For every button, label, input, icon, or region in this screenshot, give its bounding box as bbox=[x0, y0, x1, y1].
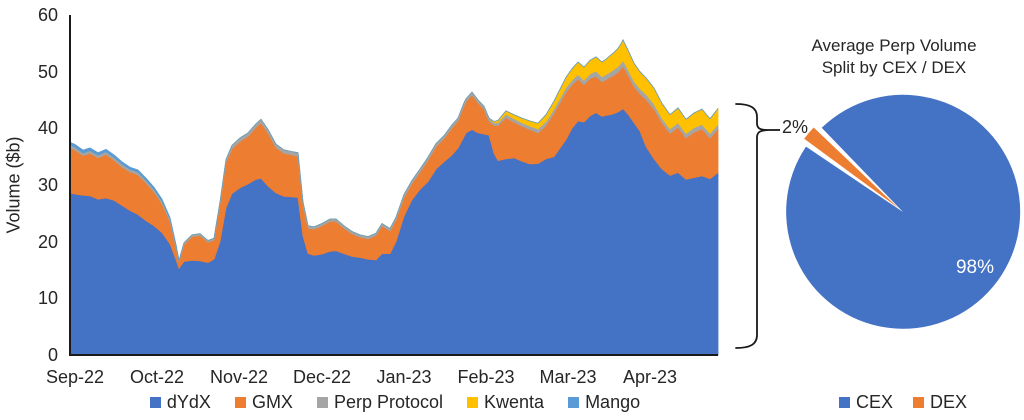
y-tick-0: 0 bbox=[47, 345, 58, 365]
pie-chart-legend: CEX DEX bbox=[800, 392, 1006, 413]
y-tick-10: 10 bbox=[37, 288, 58, 309]
area-series-mango bbox=[69, 38, 719, 262]
x-tick-dec22: Dec-22 bbox=[292, 367, 352, 387]
pie-chart-title: Average Perp Volume Split by CEX / DEX bbox=[792, 35, 996, 79]
legend-item-gmx: GMX bbox=[234, 392, 293, 413]
legend-label: Mango bbox=[585, 392, 641, 412]
area-chart-legend: dYdX GMX Perp Protocol Kwenta Mango bbox=[70, 392, 720, 413]
y-tick-60: 60 bbox=[37, 5, 58, 25]
legend-item-dydx: dYdX bbox=[149, 392, 211, 413]
x-tick-nov22: Nov-22 bbox=[209, 367, 269, 387]
legend-label: CEX bbox=[855, 392, 893, 412]
legend-label: dYdX bbox=[166, 392, 211, 412]
x-tick-jan23: Jan-23 bbox=[376, 367, 432, 387]
y-tick-40: 40 bbox=[37, 118, 58, 139]
legend-item-kwenta: Kwenta bbox=[467, 392, 544, 413]
legend-item-cex: CEX bbox=[838, 392, 893, 413]
pie-title-line-1: Average Perp Volume bbox=[811, 36, 977, 55]
y-tick-50: 50 bbox=[37, 61, 58, 82]
y-tick-30: 30 bbox=[37, 175, 58, 195]
x-tick-sep22: Sep-22 bbox=[45, 367, 105, 387]
kwenta-swatch-icon bbox=[467, 397, 479, 408]
legend-label: Kwenta bbox=[484, 392, 545, 412]
legend-label: DEX bbox=[930, 392, 968, 412]
dex-slice-data-label: 2% bbox=[782, 117, 809, 137]
legend-item-mango: Mango bbox=[568, 392, 640, 413]
x-tick-apr23: Apr-23 bbox=[622, 367, 678, 387]
perp-protocol-swatch-icon bbox=[316, 397, 328, 408]
cex-swatch-icon bbox=[838, 397, 850, 408]
pie-slice-cex bbox=[786, 94, 1021, 329]
legend-label: GMX bbox=[251, 392, 293, 412]
cex-slice-data-label: 98% bbox=[955, 257, 995, 278]
pie-slice-dex bbox=[804, 127, 899, 209]
pie-title-line-2: Split by CEX / DEX bbox=[821, 58, 967, 77]
x-tick-feb23: Feb-23 bbox=[457, 367, 515, 387]
gmx-swatch-icon bbox=[234, 397, 246, 408]
dydx-swatch-icon bbox=[149, 397, 161, 408]
mango-swatch-icon bbox=[568, 397, 580, 408]
legend-item-dex: DEX bbox=[913, 392, 967, 413]
legend-label: Perp Protocol bbox=[333, 392, 444, 412]
legend-item-perp-protocol: Perp Protocol bbox=[316, 392, 444, 413]
dex-swatch-icon bbox=[913, 397, 924, 408]
y-tick-20: 20 bbox=[37, 231, 58, 252]
x-tick-oct22: Oct-22 bbox=[129, 367, 185, 387]
x-tick-mar23: Mar-23 bbox=[539, 367, 597, 387]
